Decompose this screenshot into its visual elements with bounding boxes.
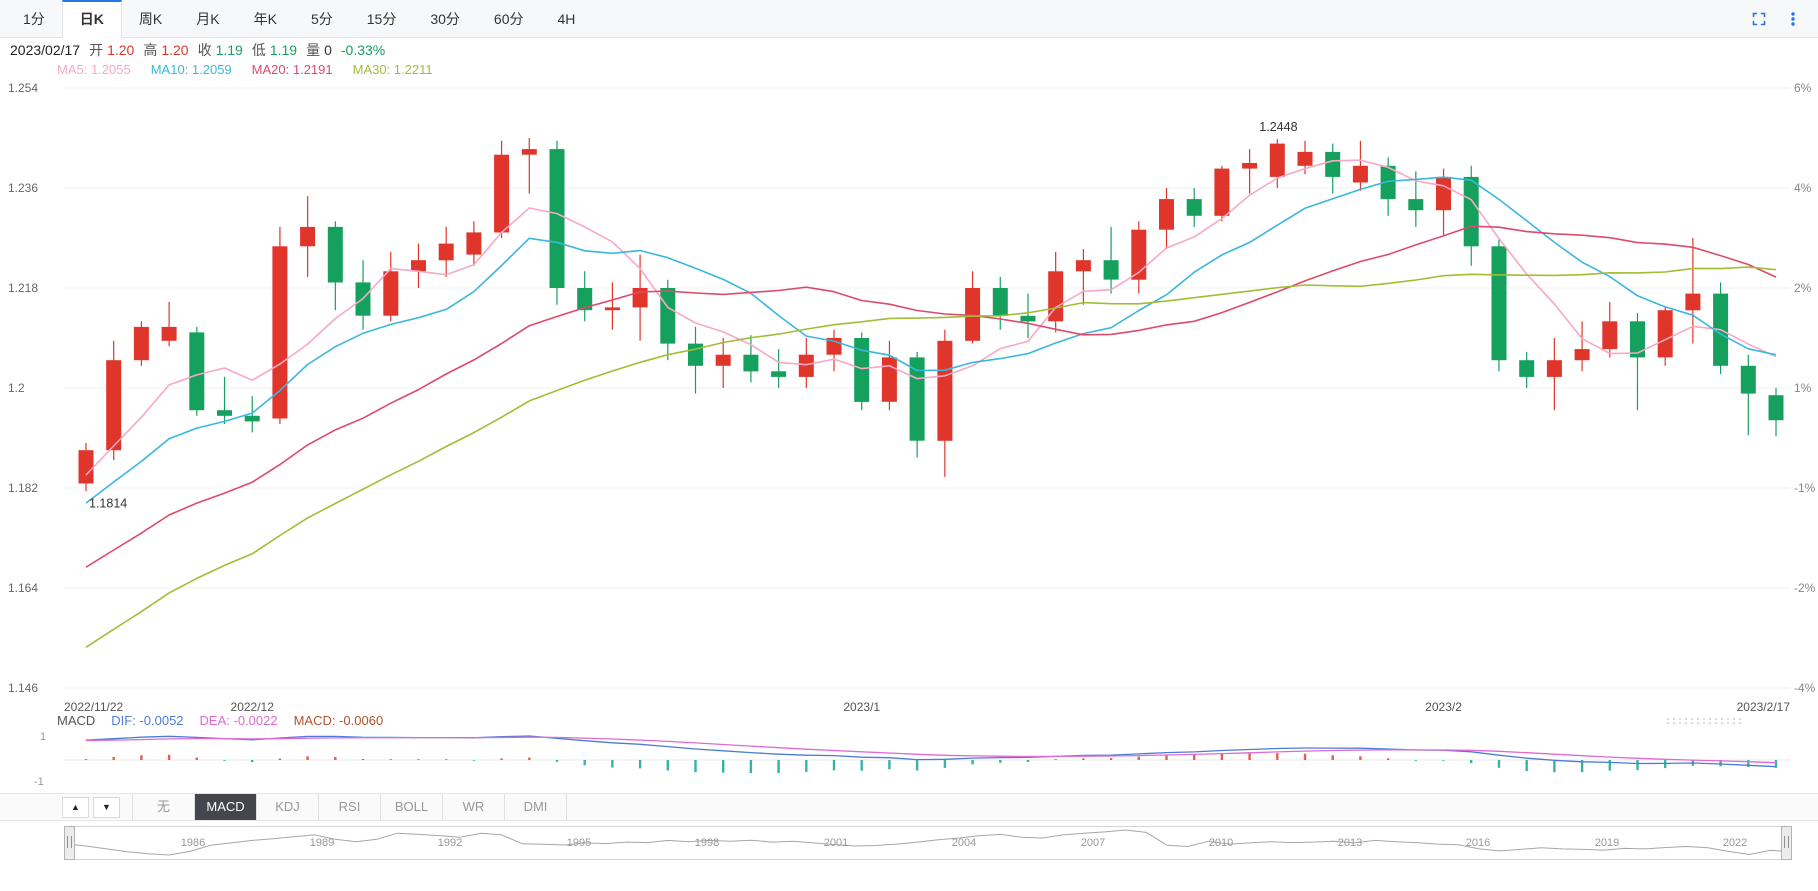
date-axis: 2022/11/22 2022/12 2023/1 2023/2 2023/2/17: [0, 700, 1818, 716]
quote-fields: 开 1.20 高 1.20 收 1.19 低 1.19 量 0: [80, 40, 332, 60]
macd-dif-value: DIF: -0.0052: [111, 713, 184, 728]
indicator-tab-boll[interactable]: BOLL: [381, 794, 443, 820]
ma-legend-item: MA5: 1.2055: [57, 62, 131, 77]
price-axis-label: 1.254: [8, 81, 39, 95]
navigator-year-label: 2010: [1208, 837, 1234, 849]
percent-axis-label: -4%: [1794, 681, 1816, 695]
date-axis-label: 2023/2/17: [1736, 700, 1790, 714]
quote-bar: 2023/02/17 开 1.20 高 1.20 收 1.19 低 1.19 量 0 -0.33%: [10, 41, 385, 59]
quote-field-value: 0: [324, 42, 332, 58]
ma-legend: MA5: 1.2055 MA10: 1.2059 MA20: 1.2191 MA30:…: [57, 62, 433, 78]
timeframe-tab-1m[interactable]: 1分: [23, 11, 45, 27]
navigator-year-label: 1992: [437, 837, 463, 849]
candlestick-chart[interactable]: 1.2448 1.1814 1.254 1.236 1.218 1.2 1.182 1.16…: [0, 80, 1818, 704]
navigator-year-label: 2004: [951, 837, 977, 849]
navigator-year-label: 1995: [566, 837, 592, 849]
quote-field-label: 开: [89, 42, 104, 58]
indicator-scroll-down-button[interactable]: ▼: [93, 796, 120, 818]
macd-panel[interactable]: [0, 731, 1818, 789]
toolbar-icons: [1750, 0, 1802, 38]
timeframe-tab-15m[interactable]: 15分: [366, 11, 397, 27]
indicator-tab-macd[interactable]: MACD: [195, 794, 257, 820]
timeframe-tab-daily[interactable]: 日K: [61, 0, 122, 38]
navigator-right-handle[interactable]: [1781, 826, 1792, 860]
navigator-left-handle[interactable]: [64, 826, 75, 860]
expand-icon[interactable]: [1750, 10, 1768, 28]
navigator-year-label: 2013: [1337, 837, 1363, 849]
date-axis-label: 2023/1: [843, 700, 881, 714]
price-axis-label: 1.236: [8, 181, 39, 195]
date-axis-label: 2023/2: [1425, 700, 1462, 714]
percent-axis-label: 1%: [1794, 381, 1812, 395]
svg-text:1.1814: 1.1814: [89, 496, 127, 510]
navigator-year-label: 2016: [1465, 837, 1491, 849]
panel-resize-handle[interactable]: [1665, 717, 1741, 725]
quote-field-value: 1.20: [161, 42, 189, 58]
price-axis-label: 1.182: [8, 481, 39, 495]
macd-legend: MACD DIF: -0.0052 DEA: -0.0022 MACD: -0.…: [57, 713, 383, 729]
svg-text:1.2448: 1.2448: [1259, 120, 1297, 134]
ma-legend-item: MA10: 1.2059: [150, 62, 232, 77]
navigator-year-label: 1989: [309, 837, 335, 849]
history-sparkline: [65, 829, 1791, 856]
quote-field-label: 量: [306, 42, 321, 58]
indicator-tab-kdj[interactable]: KDJ: [257, 794, 319, 820]
navigator-year-label: 2019: [1594, 837, 1620, 849]
navigator-year-label: 2022: [1722, 837, 1748, 849]
percent-axis-label: 4%: [1794, 181, 1812, 195]
quote-field-value: 1.20: [107, 42, 135, 58]
quote-date: 2023/02/17: [10, 42, 81, 58]
timeframe-tab-60m[interactable]: 60分: [493, 11, 524, 27]
more-menu-icon[interactable]: [1784, 10, 1802, 28]
timeframe-tabs: 1分 日K 周K 月K 年K 5分 15分 30分 60分 4H: [0, 0, 1818, 38]
navigator-year-label: 2001: [823, 837, 849, 849]
change-percent: -0.33%: [340, 42, 386, 58]
percent-axis-label: -2%: [1794, 581, 1816, 595]
price-axis-label: 1.2: [8, 381, 25, 395]
date-axis-label: 2022/12: [230, 700, 274, 714]
indicator-tab-rsi[interactable]: RSI: [319, 794, 381, 820]
candlestick-chart-svg[interactable]: 1.2448 1.1814: [0, 80, 1818, 704]
price-axis-label: 1.164: [8, 581, 39, 595]
macd-panel-svg: [64, 735, 1790, 773]
percent-axis-label: 6%: [1794, 81, 1812, 95]
navigator-year-label: 2007: [1080, 837, 1106, 849]
quote-field-value: 1.19: [269, 42, 298, 58]
macd-value: MACD: -0.0060: [293, 713, 384, 728]
quote-field-label: 低: [251, 42, 266, 58]
timeframe-tab-4h[interactable]: 4H: [557, 11, 576, 27]
price-axis-label: 1.218: [8, 281, 39, 295]
ma-legend-item: MA30: 1.2211: [352, 62, 433, 77]
timeframe-tab-5m[interactable]: 5分: [310, 11, 333, 27]
percent-axis-label: 2%: [1794, 281, 1812, 295]
percent-axis-label: -1%: [1794, 481, 1816, 495]
indicator-bar: ▲ ▼ 无 MACD KDJ RSI BOLL WR DMI: [0, 793, 1818, 821]
indicator-tab-dmi[interactable]: DMI: [505, 794, 567, 820]
navigator-year-label: 1986: [180, 837, 206, 849]
navigator-year-label: 1998: [694, 837, 720, 849]
quote-field-label: 收: [197, 42, 212, 58]
timeframe-toolbar: 1分 日K 周K 月K 年K 5分 15分 30分 60分 4H: [0, 0, 1818, 38]
timeline-navigator[interactable]: 1986 1989 1992 1995 1998 2001 2004 2007 2010 2013…: [64, 826, 1792, 860]
indicator-tabs: 无 MACD KDJ RSI BOLL WR DMI: [132, 794, 567, 820]
price-axis-label: 1.146: [8, 681, 39, 695]
timeframe-tab-yearly[interactable]: 年K: [253, 11, 277, 27]
date-axis-label: 2022/11/22: [64, 700, 124, 714]
macd-axis-min-label: -1: [34, 776, 44, 788]
ma-legend-item: MA20: 1.2191: [251, 62, 333, 77]
indicator-scroll-up-button[interactable]: ▲: [62, 796, 89, 818]
quote-field-label: 高: [143, 42, 158, 58]
indicator-tab-wr[interactable]: WR: [443, 794, 505, 820]
macd-dea-value: DEA: -0.0022: [199, 713, 278, 728]
indicator-tab-none[interactable]: 无: [133, 794, 195, 820]
timeframe-tab-monthly[interactable]: 月K: [196, 11, 220, 27]
macd-axis-max-label: 1: [40, 731, 47, 743]
macd-title: MACD: [57, 713, 96, 728]
timeframe-tab-weekly[interactable]: 周K: [138, 11, 163, 27]
timeframe-tab-30m[interactable]: 30分: [430, 11, 460, 27]
quote-field-value: 1.19: [215, 42, 243, 58]
